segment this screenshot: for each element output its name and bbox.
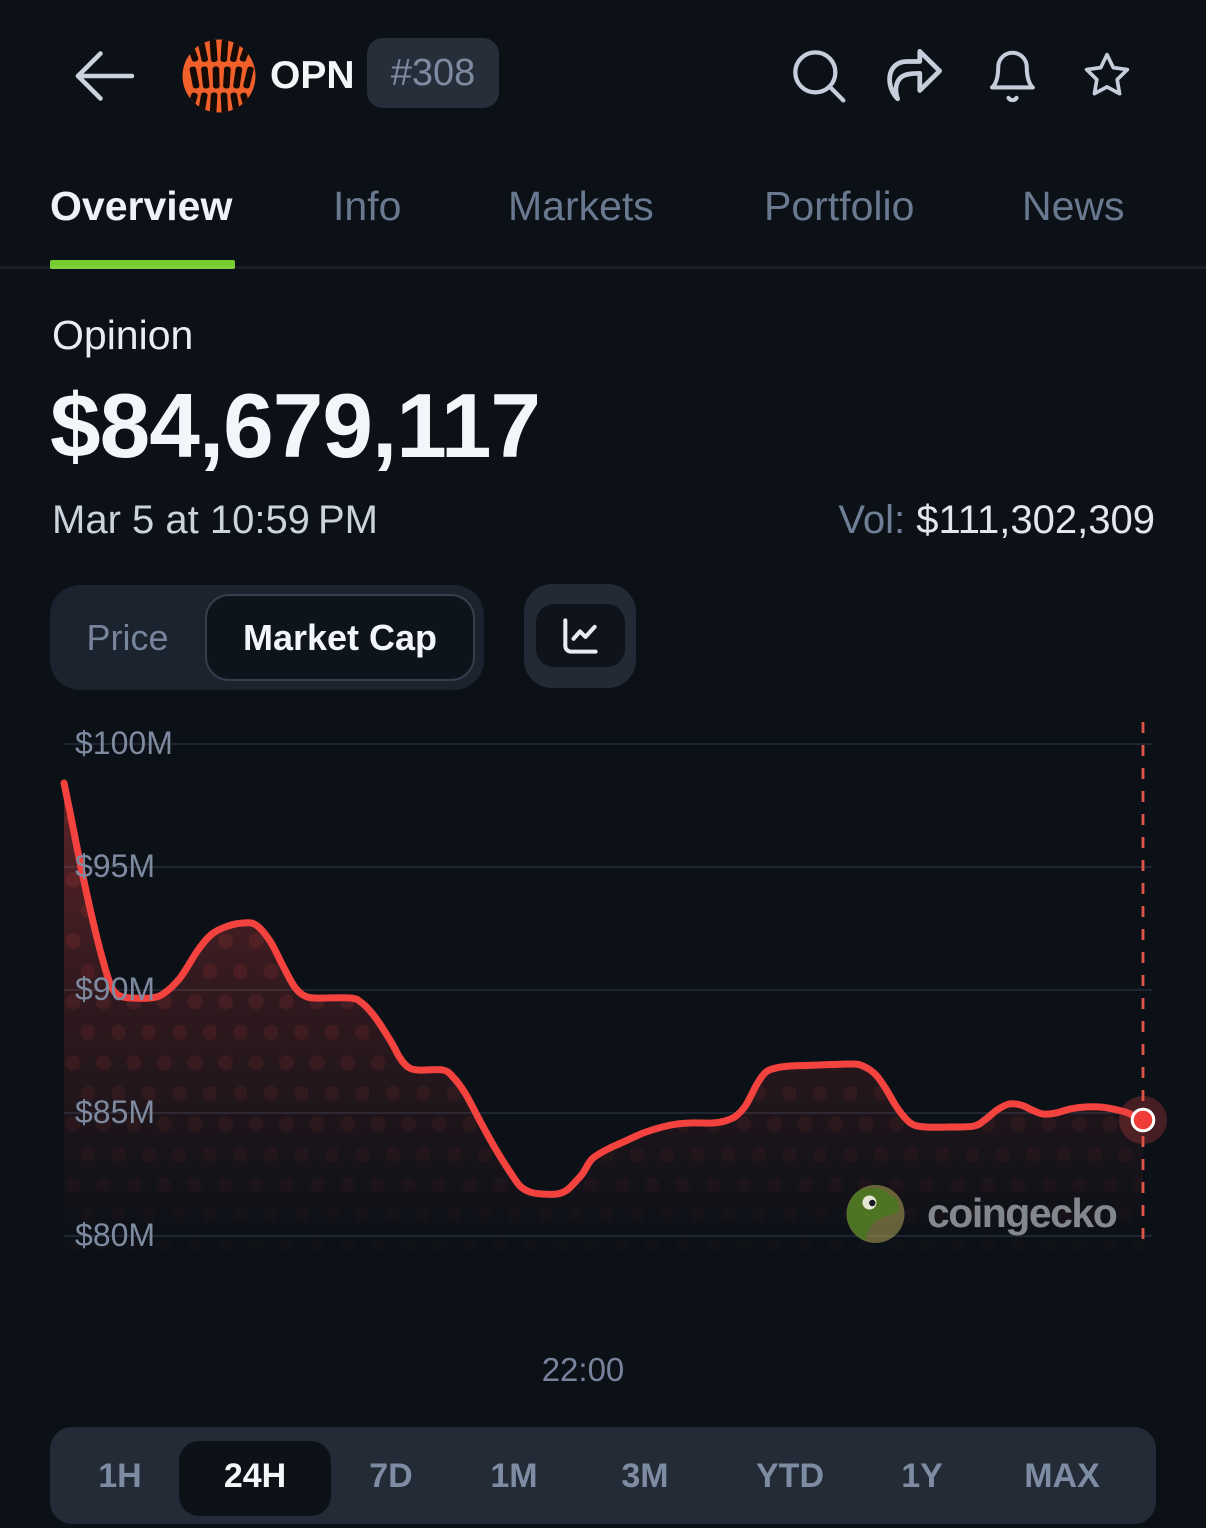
svg-text:coingecko: coingecko [927,1190,1117,1236]
